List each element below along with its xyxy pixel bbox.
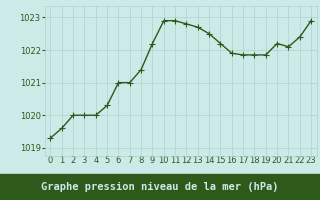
Text: Graphe pression niveau de la mer (hPa): Graphe pression niveau de la mer (hPa) xyxy=(41,182,279,192)
